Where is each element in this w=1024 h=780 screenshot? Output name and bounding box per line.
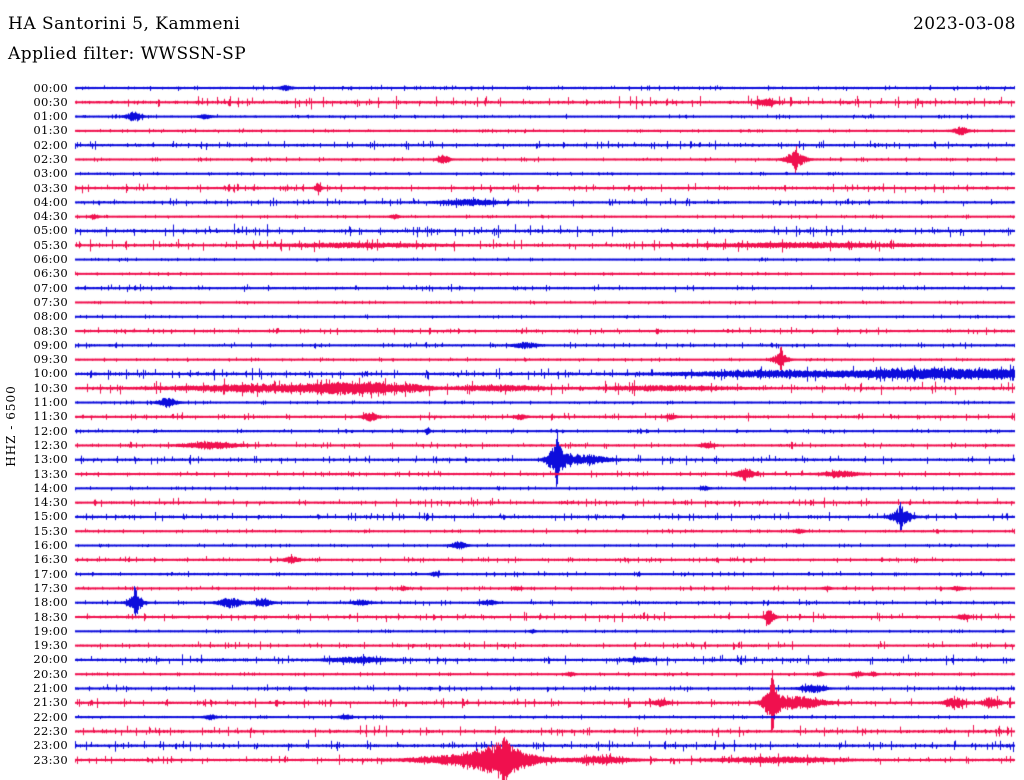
time-label: 17:30 xyxy=(33,580,68,595)
time-label: 04:30 xyxy=(33,209,68,224)
time-label: 02:00 xyxy=(33,137,68,152)
time-label: 20:30 xyxy=(33,666,68,681)
time-label: 01:00 xyxy=(33,109,68,124)
time-label: 00:00 xyxy=(33,80,68,95)
time-label: 06:00 xyxy=(33,252,68,267)
time-label: 11:00 xyxy=(33,395,68,410)
time-label: 15:30 xyxy=(33,523,68,538)
time-label: 14:00 xyxy=(33,480,68,495)
time-label: 07:00 xyxy=(33,280,68,295)
time-label: 19:00 xyxy=(33,623,68,638)
time-label: 03:00 xyxy=(33,166,68,181)
time-label: 15:00 xyxy=(33,509,68,524)
time-label: 20:00 xyxy=(33,652,68,667)
time-label: 22:30 xyxy=(33,723,68,738)
time-label: 14:30 xyxy=(33,495,68,510)
date-label: 2023-03-08 xyxy=(912,14,1016,34)
time-label: 21:30 xyxy=(33,695,68,710)
time-label: 04:00 xyxy=(33,194,68,209)
time-label: 18:30 xyxy=(33,609,68,624)
time-label: 12:00 xyxy=(33,423,68,438)
time-label: 01:30 xyxy=(33,123,68,138)
station-title: HA Santorini 5, Kammeni xyxy=(8,14,241,34)
time-label: 10:30 xyxy=(33,380,68,395)
time-label: 08:30 xyxy=(33,323,68,338)
time-label: 00:30 xyxy=(33,94,68,109)
time-label: 19:30 xyxy=(33,638,68,653)
time-label: 18:00 xyxy=(33,595,68,610)
time-label: 13:30 xyxy=(33,466,68,481)
time-label: 23:30 xyxy=(33,752,68,767)
time-label: 05:00 xyxy=(33,223,68,238)
time-label: 17:00 xyxy=(33,566,68,581)
time-label: 16:00 xyxy=(33,538,68,553)
time-label: 21:00 xyxy=(33,681,68,695)
time-label: 09:00 xyxy=(33,337,68,352)
filter-label: Applied filter: WWSSN-SP xyxy=(8,44,247,64)
time-label: 08:00 xyxy=(33,309,68,324)
time-label: 03:30 xyxy=(33,180,68,195)
time-label: 09:30 xyxy=(33,352,68,367)
time-label: 22:00 xyxy=(33,709,68,724)
time-label: 16:30 xyxy=(33,552,68,567)
time-label: 23:00 xyxy=(33,738,68,753)
time-label: 06:30 xyxy=(33,266,68,281)
time-label: 13:00 xyxy=(33,452,68,467)
time-label: 05:30 xyxy=(33,237,68,252)
time-axis: 00:00 00:30 01:00 01:30 02:00 02:30 03:00 03:30… xyxy=(0,0,70,780)
time-label: 12:30 xyxy=(33,437,68,452)
time-label: 10:00 xyxy=(33,366,68,381)
time-label: 02:30 xyxy=(33,151,68,166)
time-label: 11:30 xyxy=(33,409,68,424)
time-label: 07:30 xyxy=(33,294,68,309)
